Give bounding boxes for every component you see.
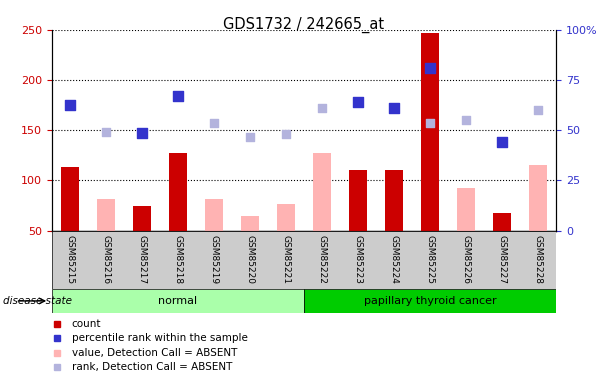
Text: GDS1732 / 242665_at: GDS1732 / 242665_at bbox=[223, 17, 385, 33]
Point bbox=[426, 120, 435, 126]
Point bbox=[65, 102, 75, 108]
Text: GSM85215: GSM85215 bbox=[65, 235, 74, 284]
Text: percentile rank within the sample: percentile rank within the sample bbox=[72, 333, 247, 343]
Text: GSM85216: GSM85216 bbox=[102, 235, 110, 284]
Text: count: count bbox=[72, 319, 102, 328]
Point bbox=[353, 99, 363, 105]
Point bbox=[137, 130, 147, 136]
Bar bbox=[457, 189, 475, 231]
Text: GSM85222: GSM85222 bbox=[317, 235, 326, 284]
Bar bbox=[61, 167, 78, 231]
Point bbox=[389, 105, 399, 111]
Point bbox=[497, 140, 507, 146]
FancyBboxPatch shape bbox=[304, 289, 556, 313]
Text: disease state: disease state bbox=[3, 296, 72, 306]
Bar bbox=[493, 213, 511, 231]
Text: GSM85225: GSM85225 bbox=[426, 235, 435, 284]
Point bbox=[173, 93, 183, 99]
Text: normal: normal bbox=[158, 296, 198, 306]
Text: GSM85224: GSM85224 bbox=[390, 235, 399, 284]
Point bbox=[533, 107, 543, 113]
Bar bbox=[205, 198, 223, 231]
Bar bbox=[241, 216, 259, 231]
FancyBboxPatch shape bbox=[52, 231, 556, 289]
Point bbox=[426, 65, 435, 71]
Text: GSM85223: GSM85223 bbox=[354, 235, 362, 284]
Text: GSM85220: GSM85220 bbox=[246, 235, 254, 284]
Point bbox=[317, 105, 327, 111]
Point bbox=[245, 134, 255, 140]
Text: GSM85227: GSM85227 bbox=[498, 235, 506, 284]
Text: GSM85221: GSM85221 bbox=[282, 235, 291, 284]
Point bbox=[281, 131, 291, 137]
Text: rank, Detection Call = ABSENT: rank, Detection Call = ABSENT bbox=[72, 362, 232, 372]
Bar bbox=[385, 170, 403, 231]
Bar bbox=[277, 204, 295, 231]
Text: papillary thyroid cancer: papillary thyroid cancer bbox=[364, 296, 497, 306]
Point bbox=[209, 120, 219, 126]
Bar bbox=[133, 206, 151, 231]
Point bbox=[101, 129, 111, 135]
Bar bbox=[349, 170, 367, 231]
Text: GSM85219: GSM85219 bbox=[209, 235, 218, 284]
Bar bbox=[169, 153, 187, 231]
Bar bbox=[97, 198, 115, 231]
Text: GSM85218: GSM85218 bbox=[173, 235, 182, 284]
Bar bbox=[530, 165, 547, 231]
Bar bbox=[421, 33, 439, 231]
FancyBboxPatch shape bbox=[52, 289, 304, 313]
Bar bbox=[313, 153, 331, 231]
Text: GSM85217: GSM85217 bbox=[137, 235, 147, 284]
Text: value, Detection Call = ABSENT: value, Detection Call = ABSENT bbox=[72, 348, 237, 358]
Text: GSM85226: GSM85226 bbox=[461, 235, 471, 284]
Text: GSM85228: GSM85228 bbox=[534, 235, 543, 284]
Point bbox=[461, 117, 471, 123]
